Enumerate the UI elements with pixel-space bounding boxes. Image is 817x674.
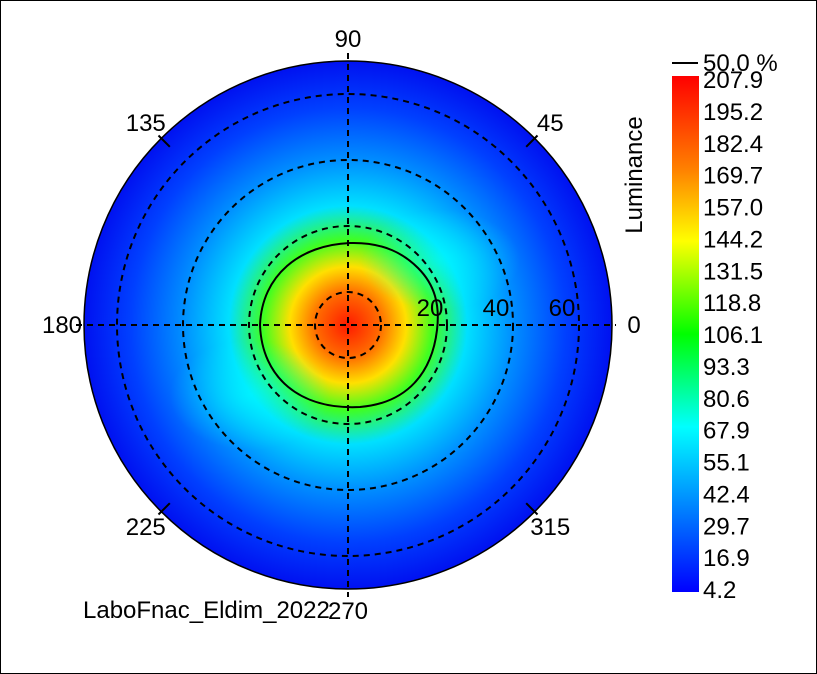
color-scale-tick: 118.8 xyxy=(703,290,761,317)
angle-tick xyxy=(157,502,171,516)
color-scale-tick: 182.4 xyxy=(703,131,763,158)
color-scale-tick: 67.9 xyxy=(703,418,750,445)
angle-label: 315 xyxy=(530,514,570,541)
angle-label: 135 xyxy=(126,110,166,137)
quantity-label: Luminance xyxy=(621,116,648,233)
angle-label: 45 xyxy=(537,110,564,137)
angle-label: 270 xyxy=(328,598,368,625)
color-scale-tick: 157.0 xyxy=(703,195,763,222)
radial-label: 40 xyxy=(483,295,510,322)
radial-label: 60 xyxy=(549,295,576,322)
color-scale-bar xyxy=(672,76,699,592)
radial-labels: 20 40 60 xyxy=(417,295,576,322)
color-scale-tick: 195.2 xyxy=(703,99,763,126)
color-scale-tick: 4.2 xyxy=(703,577,736,604)
angle-label: 180 xyxy=(42,312,82,339)
color-scale-tick: 42.4 xyxy=(703,481,750,508)
luminance-disk xyxy=(83,60,613,590)
color-scale-tick: 80.6 xyxy=(703,386,750,413)
color-scale-tick: 207.9 xyxy=(703,67,763,94)
angle-tick xyxy=(525,134,539,148)
angle-labels: 0 45 90 135 180 225 270 315 xyxy=(42,26,641,625)
color-scale-tick: 169.7 xyxy=(703,163,763,190)
footer-text: LaboFnac_Eldim_2022 xyxy=(83,597,330,624)
angle-label: 225 xyxy=(126,514,166,541)
grid-circle xyxy=(314,291,382,359)
color-scale-ticks: 207.9 195.2 182.4 169.7 157.0 144.2 131.5 118.8… xyxy=(703,67,763,604)
lower-left-lobe xyxy=(170,340,330,450)
color-scale-tick: 55.1 xyxy=(703,450,750,477)
angle-label: 0 xyxy=(627,312,640,339)
grid-circle xyxy=(248,225,448,425)
contour-legend-label: 50.0 % xyxy=(703,50,778,77)
angle-tick xyxy=(157,134,171,148)
color-scale-tick: 144.2 xyxy=(703,226,763,253)
color-scale: 50.0 % 207.9 195.2 182.4 169.7 157.0 144.2 131… xyxy=(621,50,778,604)
color-scale-tick: 16.9 xyxy=(703,545,750,572)
upper-right-lobe xyxy=(360,210,520,310)
angle-label: 90 xyxy=(335,26,362,53)
color-scale-tick: 106.1 xyxy=(703,322,763,349)
grid-circle xyxy=(182,159,514,491)
color-scale-tick: 131.5 xyxy=(703,258,763,285)
color-scale-tick: 29.7 xyxy=(703,513,750,540)
grid-circle xyxy=(116,93,580,557)
radial-label: 20 xyxy=(417,295,444,322)
polar-grid xyxy=(76,53,616,597)
contour-50-percent xyxy=(258,241,439,409)
color-scale-tick: 93.3 xyxy=(703,354,750,381)
angle-tick xyxy=(525,502,539,516)
